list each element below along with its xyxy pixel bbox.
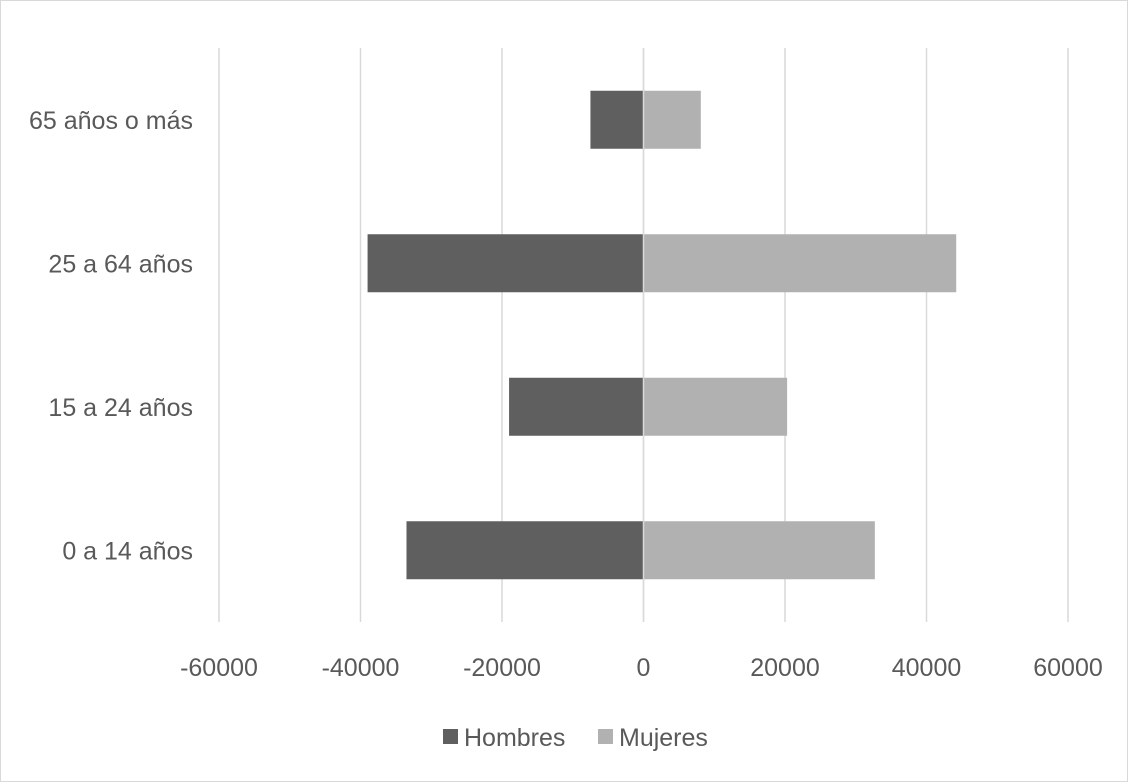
x-tick-label-6: 60000: [1033, 654, 1103, 682]
x-tick-labels: -60000 -40000 -20000 0 20000 40000 60000: [180, 654, 1103, 682]
bar-hombres-1: [509, 377, 644, 436]
bar-mujeres-3: [643, 90, 701, 149]
category-label-3: 65 años o más: [29, 107, 193, 135]
x-tick-label-3: 0: [637, 654, 651, 682]
x-tick-label-4: 20000: [750, 654, 820, 682]
bar-mujeres-1: [643, 377, 788, 436]
bar-mujeres-0: [643, 521, 875, 580]
x-tick-label-5: 40000: [892, 654, 962, 682]
category-label-0: 0 a 14 años: [62, 537, 193, 565]
category-label-1: 15 a 24 años: [48, 394, 193, 422]
bar-hombres-3: [590, 90, 644, 149]
bar-hombres-0: [406, 521, 644, 580]
category-labels: 0 a 14 años 15 a 24 años 25 a 64 años 65 añ…: [29, 107, 193, 566]
bar-hombres-2: [367, 234, 644, 293]
legend: Hombres Mujeres: [443, 724, 708, 752]
category-label-2: 25 a 64 años: [48, 250, 193, 278]
legend-swatch-hombres: [443, 729, 458, 744]
legend-label-hombres: Hombres: [464, 724, 565, 752]
x-tick-label-2: -20000: [463, 654, 541, 682]
x-tick-label-0: -60000: [180, 654, 258, 682]
legend-label-mujeres: Mujeres: [619, 724, 708, 752]
bars: [367, 48, 957, 622]
bar-mujeres-2: [643, 234, 957, 293]
x-tick-label-1: -40000: [322, 654, 400, 682]
legend-swatch-mujeres: [598, 729, 613, 744]
